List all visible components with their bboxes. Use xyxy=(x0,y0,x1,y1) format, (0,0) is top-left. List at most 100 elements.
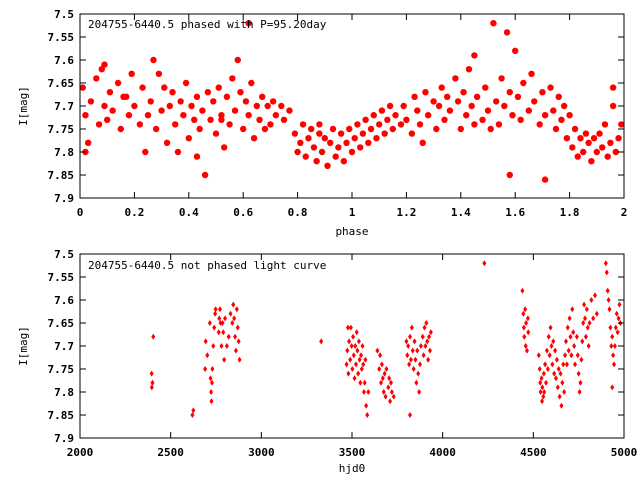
data-point xyxy=(410,347,415,354)
data-point xyxy=(400,102,407,110)
data-point xyxy=(408,333,413,340)
data-point xyxy=(196,125,203,133)
y-tick-label: 7.75 xyxy=(48,123,75,136)
data-point xyxy=(361,361,366,368)
y-tick-label: 7.55 xyxy=(48,271,75,284)
data-point xyxy=(313,158,320,165)
data-point xyxy=(460,89,467,96)
data-point xyxy=(425,338,430,345)
data-point xyxy=(205,352,210,359)
data-point xyxy=(565,324,570,331)
data-point xyxy=(592,292,597,299)
data-point xyxy=(210,379,215,386)
data-point xyxy=(554,375,558,382)
unphased-chart-title: 204755-6440.5 not phased light curve xyxy=(88,259,326,272)
data-point xyxy=(611,352,616,359)
data-point xyxy=(520,79,527,87)
data-point xyxy=(594,310,599,317)
data-point xyxy=(520,287,525,294)
x-tick-label: 3500 xyxy=(339,446,366,459)
data-point xyxy=(207,320,212,326)
data-point xyxy=(224,343,229,349)
data-point xyxy=(131,102,138,110)
data-point xyxy=(539,375,544,382)
data-point xyxy=(604,153,611,160)
data-point xyxy=(556,366,561,372)
data-point xyxy=(471,121,478,128)
data-point xyxy=(612,361,617,368)
data-point xyxy=(471,52,478,59)
data-point xyxy=(547,352,552,359)
data-point xyxy=(618,121,625,128)
data-point xyxy=(406,343,411,349)
data-point xyxy=(223,315,228,322)
data-point xyxy=(172,121,179,128)
data-point xyxy=(588,158,595,165)
data-point xyxy=(169,89,176,96)
data-point xyxy=(152,125,160,133)
data-point xyxy=(365,412,370,418)
data-point xyxy=(123,93,130,101)
data-point xyxy=(587,320,592,326)
data-point xyxy=(344,361,349,368)
data-point xyxy=(550,361,555,368)
data-point xyxy=(424,112,432,119)
data-point xyxy=(541,176,549,183)
data-point xyxy=(579,356,584,363)
data-point xyxy=(523,306,528,313)
data-point xyxy=(468,102,475,110)
data-point xyxy=(389,125,396,133)
data-point xyxy=(226,121,233,128)
data-point xyxy=(463,112,470,119)
data-point xyxy=(125,112,133,119)
y-tick-label: 7.55 xyxy=(48,31,75,44)
data-point xyxy=(149,370,154,377)
data-point xyxy=(211,343,216,349)
data-point xyxy=(574,333,579,340)
data-point xyxy=(408,356,413,363)
unphased-y-ticks: 7.5 7.55 7.6 7.65 7.7 7.75 7.8 7.85 7.9 xyxy=(48,248,624,445)
data-point xyxy=(308,125,315,133)
data-point xyxy=(180,112,187,119)
data-point xyxy=(233,347,238,354)
data-point xyxy=(512,47,519,54)
data-point xyxy=(616,315,621,322)
x-tick-label: 4500 xyxy=(520,446,547,459)
data-point xyxy=(361,389,366,395)
unphased-light-curve-panel: 7.5 7.55 7.6 7.65 7.7 7.75 7.8 7.85 7.9 2000 2500… xyxy=(17,248,637,475)
data-point xyxy=(487,125,494,133)
data-point xyxy=(139,84,146,91)
data-point xyxy=(95,121,103,128)
data-point xyxy=(610,384,615,391)
data-point xyxy=(418,343,423,349)
y-tick-label: 7.85 xyxy=(48,169,75,182)
data-point xyxy=(617,301,622,308)
data-point xyxy=(217,306,222,313)
data-point xyxy=(577,135,584,142)
data-point xyxy=(544,379,549,386)
data-point xyxy=(149,384,154,391)
data-point xyxy=(389,389,394,395)
data-point xyxy=(147,98,154,105)
data-point xyxy=(585,324,590,331)
unphased-y-axis-label: I[mag] xyxy=(17,326,30,366)
data-point xyxy=(566,112,573,119)
data-point xyxy=(233,333,238,340)
data-point xyxy=(612,343,617,349)
data-point xyxy=(605,287,610,294)
phased-plot-frame xyxy=(79,13,625,199)
data-point xyxy=(359,352,364,359)
data-point xyxy=(142,148,149,156)
data-point xyxy=(613,324,618,331)
data-point xyxy=(359,366,364,372)
data-point xyxy=(506,171,513,179)
data-point xyxy=(492,98,500,105)
data-point xyxy=(220,320,225,326)
data-point xyxy=(414,107,421,114)
data-point xyxy=(424,320,429,326)
data-point xyxy=(356,144,364,151)
data-point xyxy=(316,130,323,137)
data-point xyxy=(555,384,560,391)
